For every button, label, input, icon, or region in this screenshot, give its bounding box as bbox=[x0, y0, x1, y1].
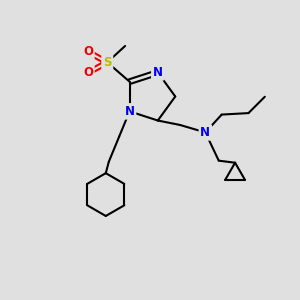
Text: S: S bbox=[103, 56, 112, 69]
Text: O: O bbox=[83, 45, 93, 58]
Text: N: N bbox=[200, 126, 210, 139]
Text: N: N bbox=[153, 66, 163, 79]
Text: N: N bbox=[124, 105, 135, 118]
Text: O: O bbox=[83, 66, 93, 79]
